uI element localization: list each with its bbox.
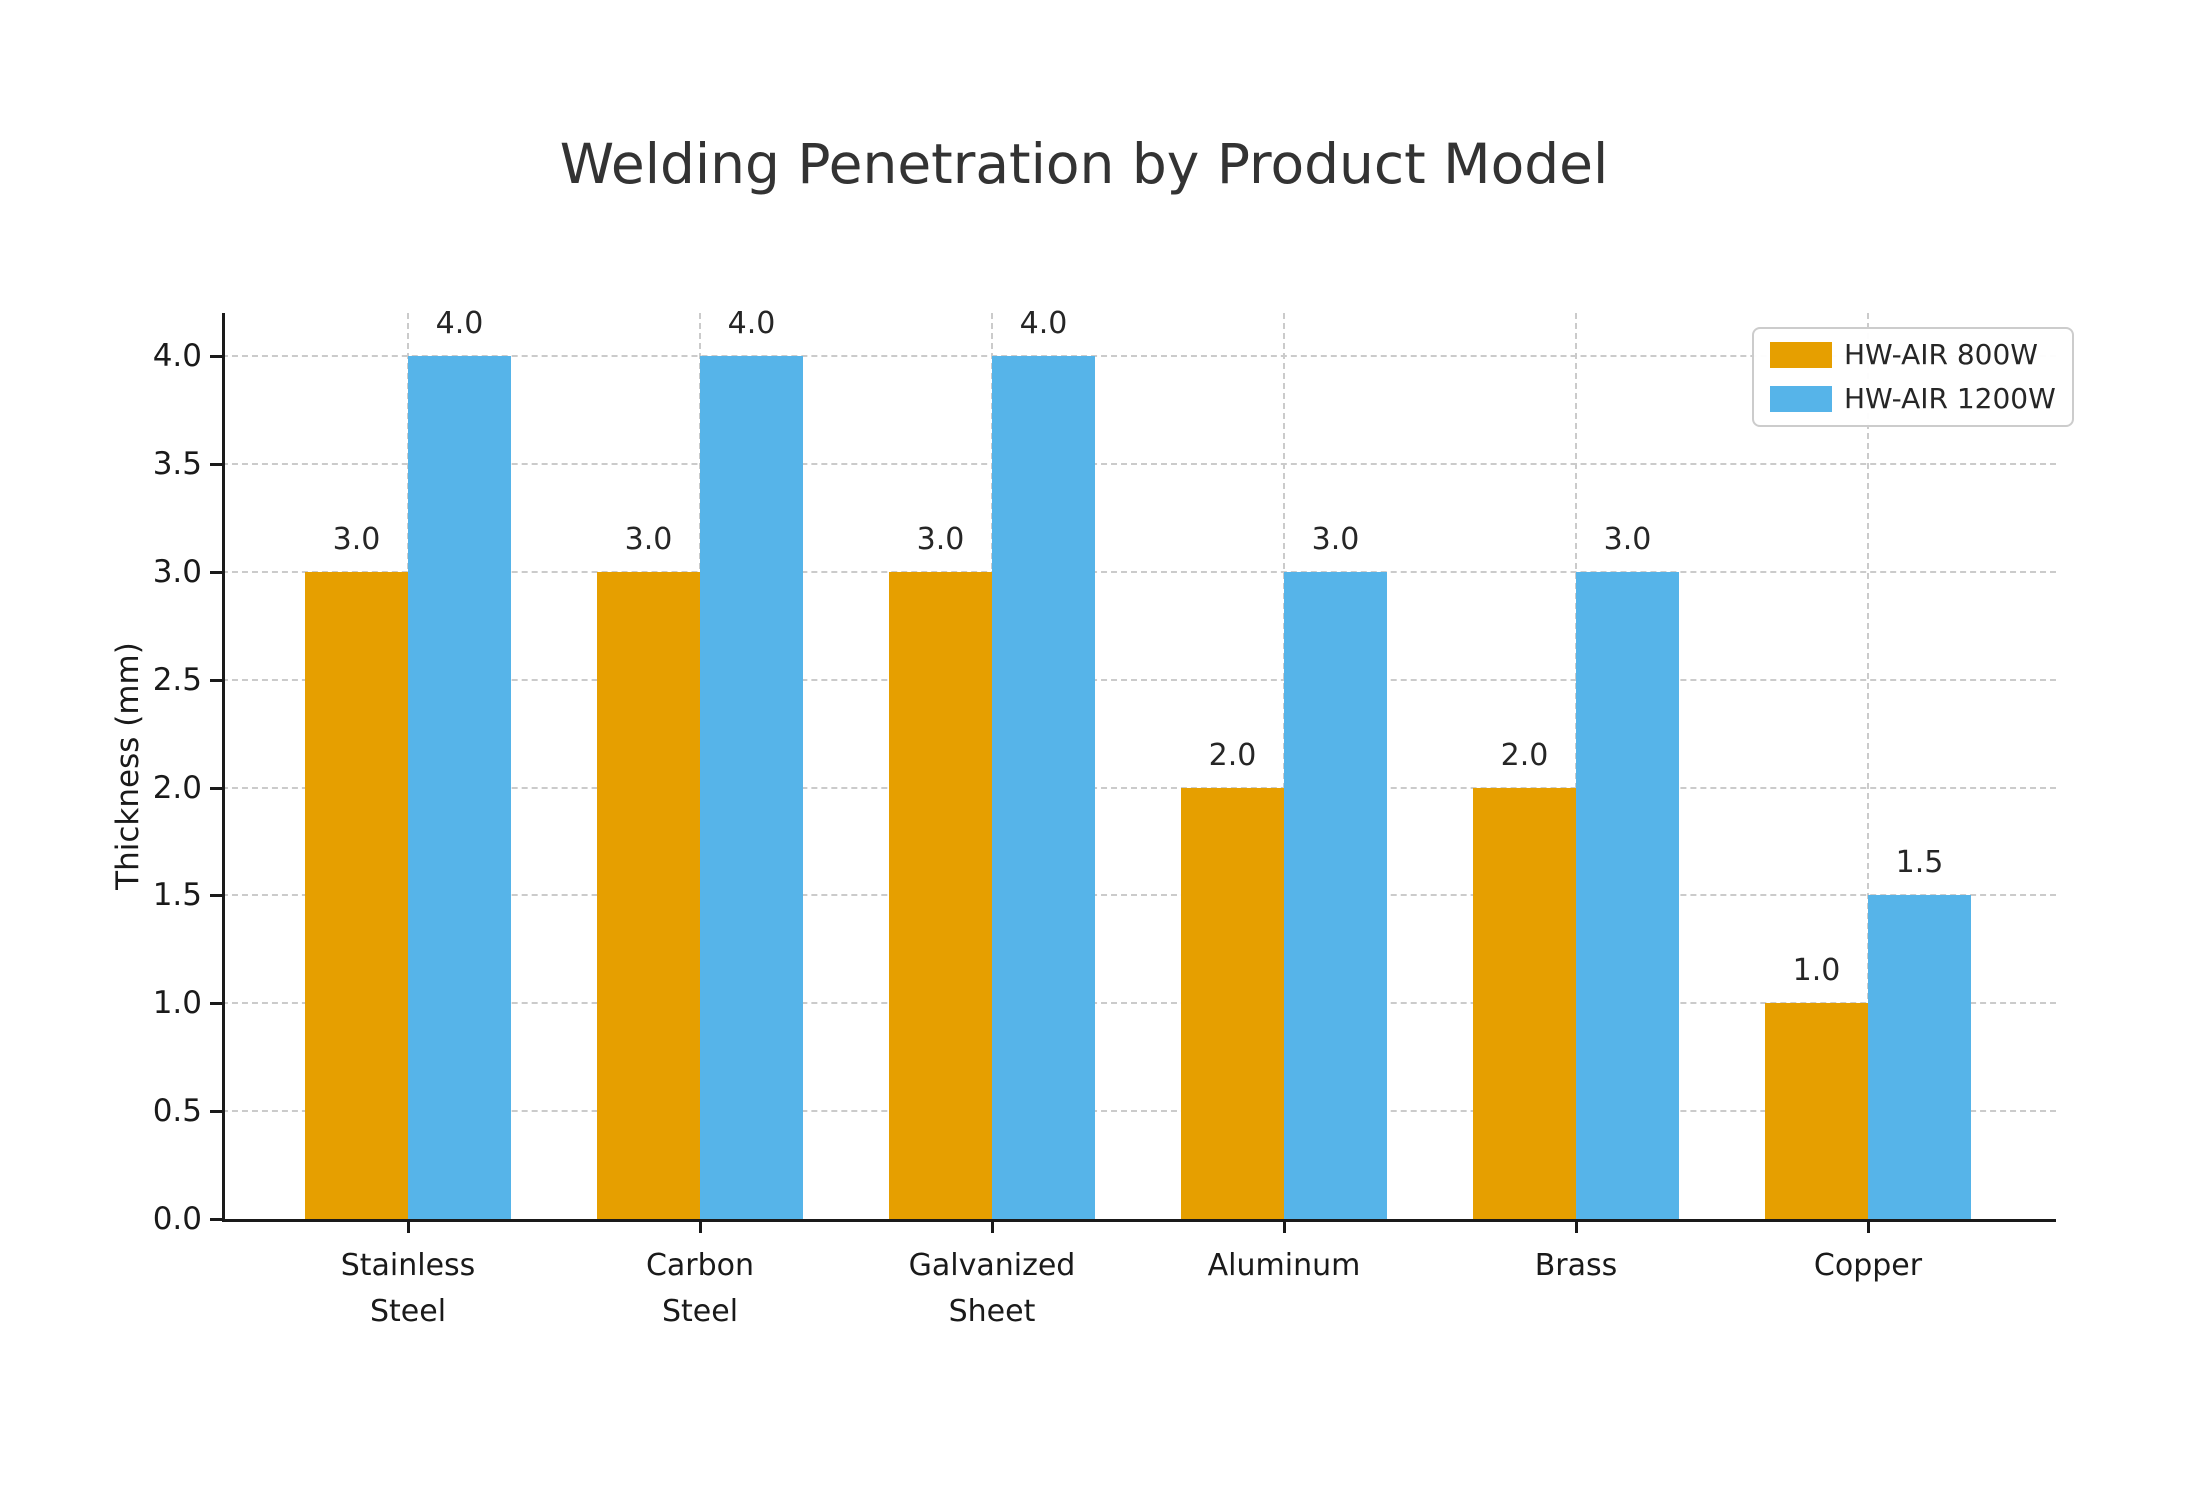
- x-tick-label-line: Aluminum: [1207, 1248, 1361, 1283]
- x-tick-label-line: Steel: [661, 1294, 739, 1329]
- v-gridline: [1867, 313, 1869, 1219]
- bar: [1868, 895, 1971, 1219]
- x-axis-spine: [222, 1219, 2056, 1222]
- bar: [305, 571, 408, 1219]
- x-tick-label-line: Copper: [1813, 1248, 1923, 1283]
- bar: [1765, 1003, 1868, 1219]
- x-tick-mark: [699, 1222, 702, 1233]
- bar-value-label: 2.0: [1208, 737, 1257, 773]
- x-tick-mark: [991, 1222, 994, 1233]
- bar: [992, 356, 1095, 1219]
- y-tick-mark: [210, 1002, 222, 1006]
- x-tick-label-line: Sheet: [948, 1294, 1036, 1329]
- bar: [1473, 787, 1576, 1219]
- bar-value-label: 4.0: [435, 306, 484, 342]
- bar: [700, 356, 803, 1219]
- h-gridline: [222, 1002, 2056, 1005]
- y-axis-spine: [222, 313, 225, 1222]
- chart-title: Welding Penetration by Product Model: [559, 132, 1609, 196]
- y-tick-mark: [210, 570, 222, 574]
- x-tick-label: Carbon Steel: [554, 1243, 846, 1335]
- h-gridline: [222, 1110, 2056, 1113]
- y-tick-label: 3.0: [152, 553, 202, 590]
- y-tick-mark: [210, 355, 222, 359]
- legend: HW-AIR 800W HW-AIR 1200W: [1752, 327, 2074, 427]
- h-gridline: [222, 678, 2056, 681]
- y-tick-label: 3.5: [152, 446, 202, 482]
- y-tick-label: 2.5: [152, 661, 202, 698]
- y-tick-mark: [210, 786, 222, 790]
- y-tick-label: 1.0: [152, 985, 202, 1022]
- legend-swatch: [1770, 342, 1832, 368]
- bar-value-label: 3.0: [1603, 521, 1652, 557]
- x-tick-label: Aluminum: [1138, 1243, 1430, 1289]
- bar-value-label: 3.0: [624, 521, 673, 557]
- y-tick-label: 0.0: [152, 1201, 202, 1237]
- bar-value-label: 1.5: [1895, 845, 1944, 881]
- bar-value-label: 4.0: [1019, 306, 1068, 342]
- bar: [408, 356, 511, 1219]
- h-gridline: [222, 463, 2056, 465]
- x-tick-label-line: Stainless: [340, 1248, 476, 1283]
- legend-label: HW-AIR 1200W: [1844, 382, 2056, 415]
- bar: [1576, 571, 1679, 1219]
- x-tick-label: Galvanized Sheet: [846, 1243, 1138, 1335]
- legend-entry: HW-AIR 1200W: [1770, 384, 2056, 414]
- y-tick-label: 2.0: [152, 769, 202, 806]
- y-tick-mark: [210, 894, 222, 898]
- bar-value-label: 4.0: [727, 306, 776, 342]
- bar-value-label: 3.0: [916, 521, 965, 557]
- legend-label: HW-AIR 800W: [1844, 338, 2038, 371]
- x-tick-mark: [1575, 1222, 1578, 1233]
- x-tick-label: Brass: [1430, 1243, 1722, 1289]
- x-tick-label: Copper: [1722, 1243, 2014, 1289]
- bar-value-label: 3.0: [332, 521, 381, 557]
- x-tick-label: Stainless Steel: [262, 1243, 554, 1335]
- bar: [1284, 571, 1387, 1219]
- y-tick-label: 1.5: [152, 877, 202, 914]
- x-tick-label-line: Steel: [369, 1294, 447, 1329]
- bar-value-label: 2.0: [1500, 737, 1549, 773]
- y-tick-mark: [210, 463, 222, 466]
- y-tick-mark: [210, 678, 222, 682]
- h-gridline: [222, 570, 2056, 573]
- h-gridline: [222, 894, 2056, 897]
- y-tick-mark: [210, 1110, 222, 1114]
- x-tick-label-line: Brass: [1534, 1248, 1618, 1283]
- x-tick-mark: [1867, 1222, 1870, 1233]
- h-gridline: [222, 355, 2056, 358]
- bar: [1181, 787, 1284, 1219]
- bar-value-label: 1.0: [1792, 953, 1841, 989]
- bar-value-label: 3.0: [1311, 521, 1360, 557]
- y-tick-mark: [210, 1218, 222, 1221]
- x-tick-label-line: Carbon: [645, 1248, 755, 1283]
- h-gridline: [222, 786, 2056, 789]
- y-tick-label: 4.0: [152, 338, 202, 375]
- x-tick-mark: [1283, 1222, 1286, 1233]
- x-tick-mark: [407, 1222, 410, 1233]
- legend-swatch: [1770, 386, 1832, 412]
- x-tick-label-line: Galvanized: [908, 1248, 1076, 1283]
- bar: [597, 571, 700, 1219]
- y-tick-label: 0.5: [152, 1093, 202, 1130]
- bar: [889, 571, 992, 1219]
- legend-entry: HW-AIR 800W: [1770, 340, 2056, 370]
